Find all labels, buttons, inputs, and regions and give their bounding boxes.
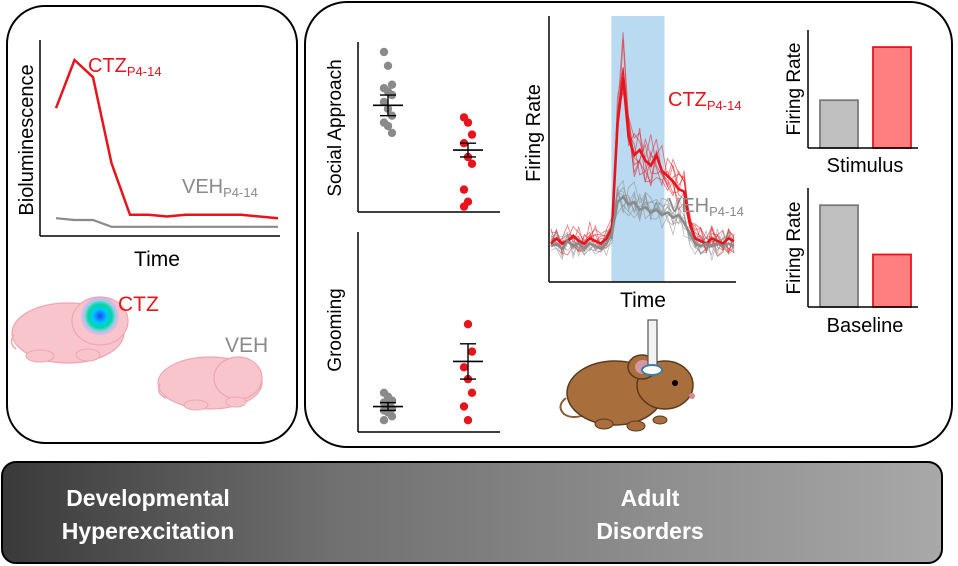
social-point-veh [387, 128, 397, 138]
grooming-ylabel: Grooming [325, 288, 346, 371]
pup-veh-label: VEH [225, 334, 268, 357]
pup-ctz-label: CTZ [118, 293, 159, 316]
trace-individual-line-veh [550, 181, 735, 260]
biolum-ctz-label: CTZP4-14 [88, 55, 162, 79]
banner [1, 461, 943, 564]
stimulus-bar-ctz [872, 46, 912, 149]
banner-right-line1: Adult [621, 485, 680, 511]
biolum-veh-label: VEHP4-14 [182, 176, 258, 200]
grooming-point-ctz [459, 402, 469, 411]
stimulus-bar-chart: Firing Rate Stimulus [784, 30, 918, 177]
grooming-point-ctz [459, 202, 469, 211]
trace-ylabel: Firing Rate [523, 84, 545, 182]
grooming-point-ctz [467, 347, 477, 356]
social-point-veh [383, 121, 393, 131]
baseline-bar-veh [819, 204, 859, 308]
stimulus-bar-veh [819, 99, 859, 149]
social-point-ctz [467, 159, 477, 168]
adult-mouse-with-implant-icon [559, 319, 695, 432]
firing-trace-chart: Firing Rate Time CTZP4-14 VEHP4-14 [523, 16, 744, 312]
grooming-point-ctz [463, 320, 473, 329]
social-point-ctz [459, 185, 469, 194]
mouse-pup-icon [157, 356, 263, 411]
banner-left-line2: Hyperexcitation [62, 518, 235, 544]
grooming-point-ctz [467, 388, 477, 397]
stimulus-bar-ylabel: Firing Rate [784, 43, 805, 136]
grooming-point-veh [379, 416, 389, 425]
trace-veh-label: VEHP4-14 [668, 195, 744, 219]
grooming-point-veh [387, 412, 397, 421]
banner-right-line2: Disorders [596, 518, 703, 544]
mouse-pup-glowing-head-icon [10, 296, 129, 364]
trace-mean-line-veh [550, 194, 735, 251]
social-point-ctz [467, 130, 477, 139]
grooming-chart: Grooming [325, 202, 500, 433]
social-point-veh [379, 97, 389, 107]
baseline-bar-chart: Firing Rate Baseline [784, 188, 918, 337]
stimulus-bar-xlabel: Stimulus [827, 155, 904, 177]
baseline-bar-ctz [872, 253, 912, 308]
biolum-ylabel: Bioluminescence [16, 64, 38, 215]
biolum-xlabel: Time [134, 248, 180, 271]
banner-left-line1: Developmental [66, 485, 230, 511]
trace-xlabel: Time [620, 289, 666, 312]
social-approach-chart: Social Approach [325, 42, 500, 213]
social-point-veh [383, 61, 393, 70]
baseline-bar-ylabel: Firing Rate [784, 202, 805, 295]
bioluminescence-chart: Bioluminescence Time CTZP4-14 VEHP4-14 [16, 40, 280, 271]
baseline-bar-xlabel: Baseline [827, 315, 904, 337]
grooming-point-ctz [459, 363, 469, 372]
social-point-ctz [463, 118, 473, 127]
social-point-veh [387, 80, 397, 89]
biolum-series-line-veh [55, 217, 278, 228]
grooming-point-ctz [463, 416, 473, 425]
stimulus-window [611, 16, 665, 282]
social-ylabel: Social Approach [325, 59, 346, 196]
trace-ctz-label: CTZP4-14 [668, 89, 742, 113]
biolum-series-line-ctz [54, 57, 279, 220]
trace-mean-line-ctz [550, 77, 735, 246]
social-point-veh [379, 47, 389, 57]
